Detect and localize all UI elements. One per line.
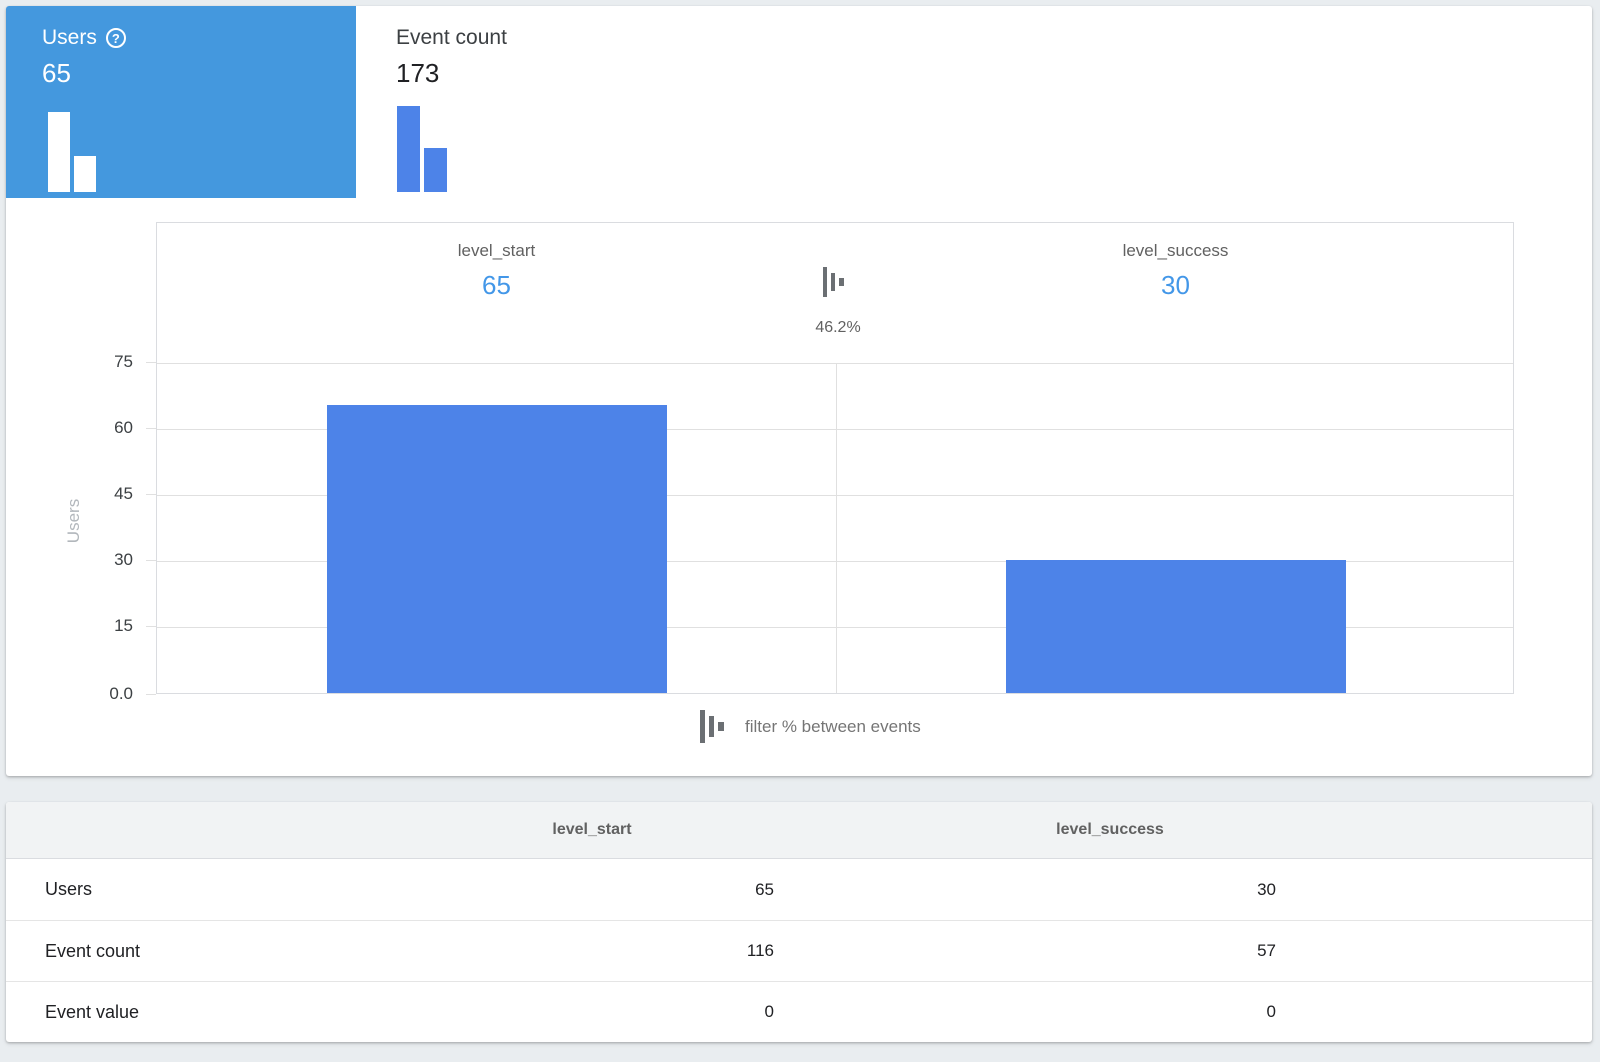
event-value-level-success[interactable]: 30	[1161, 270, 1190, 300]
y-tick-0: 0.0	[109, 684, 133, 703]
column-header-level-success: level_success	[1056, 821, 1164, 838]
bar-chart-plot-area: level_start 65 level_success 30 46.2%	[156, 222, 1514, 694]
cell-value: 30	[1257, 879, 1276, 899]
y-tick-30: 30	[114, 550, 133, 569]
table-header-row: level_start level_success	[6, 802, 1592, 859]
cell-value: 116	[746, 941, 774, 960]
y-tick-15: 15	[114, 616, 133, 635]
tab-event-count-value: 173	[396, 58, 440, 88]
event-value-level-start[interactable]: 65	[482, 270, 511, 300]
filter-legend-label: filter % between events	[745, 716, 921, 736]
event-name-level-start: level_start	[457, 241, 536, 260]
bar-level-success[interactable]	[1006, 560, 1346, 693]
cell-value: 57	[1257, 941, 1276, 960]
tab-event-count-metric[interactable]: Event count 173	[356, 6, 706, 198]
percent-between-events: 46.2%	[815, 319, 861, 336]
events-data-table: level_start level_success Users 65 30 Ev…	[6, 802, 1592, 1042]
cell-value: 65	[755, 879, 774, 899]
mini-bar-chart-icon	[48, 106, 96, 192]
cell-value: 0	[764, 1002, 774, 1021]
filter-legend: filter % between events	[700, 710, 921, 743]
tab-users-value: 65	[42, 58, 71, 88]
tab-event-count-label: Event count	[396, 26, 507, 49]
row-label: Event value	[45, 1001, 140, 1022]
filter-percent-icon	[700, 710, 724, 743]
cell-value: 0	[1266, 1002, 1276, 1021]
y-tick-60: 60	[114, 418, 133, 437]
table-row: Event value 0 0	[6, 981, 1592, 1042]
event-name-level-success: level_success	[1122, 241, 1229, 260]
bar-level-start[interactable]	[327, 405, 667, 693]
row-label: Event count	[45, 940, 141, 961]
table-row: Event count 116 57	[6, 920, 1592, 981]
mini-bar-chart-icon	[397, 106, 447, 192]
y-tick-75: 75	[114, 352, 133, 371]
row-label: Users	[45, 879, 93, 899]
y-axis-title: Users	[64, 498, 83, 544]
column-header-level-start: level_start	[552, 821, 632, 838]
help-icon[interactable]: ?	[105, 28, 126, 48]
y-tick-45: 45	[114, 484, 133, 503]
filter-percent-icon	[823, 267, 844, 297]
tab-users-metric[interactable]: Users ? 65	[6, 6, 356, 198]
tab-users-label: Users	[42, 26, 97, 49]
table-row: Users 65 30	[6, 859, 1592, 920]
events-comparison-card: Users ? 65 Event count 173 75 60 45 30 1…	[6, 6, 1592, 776]
